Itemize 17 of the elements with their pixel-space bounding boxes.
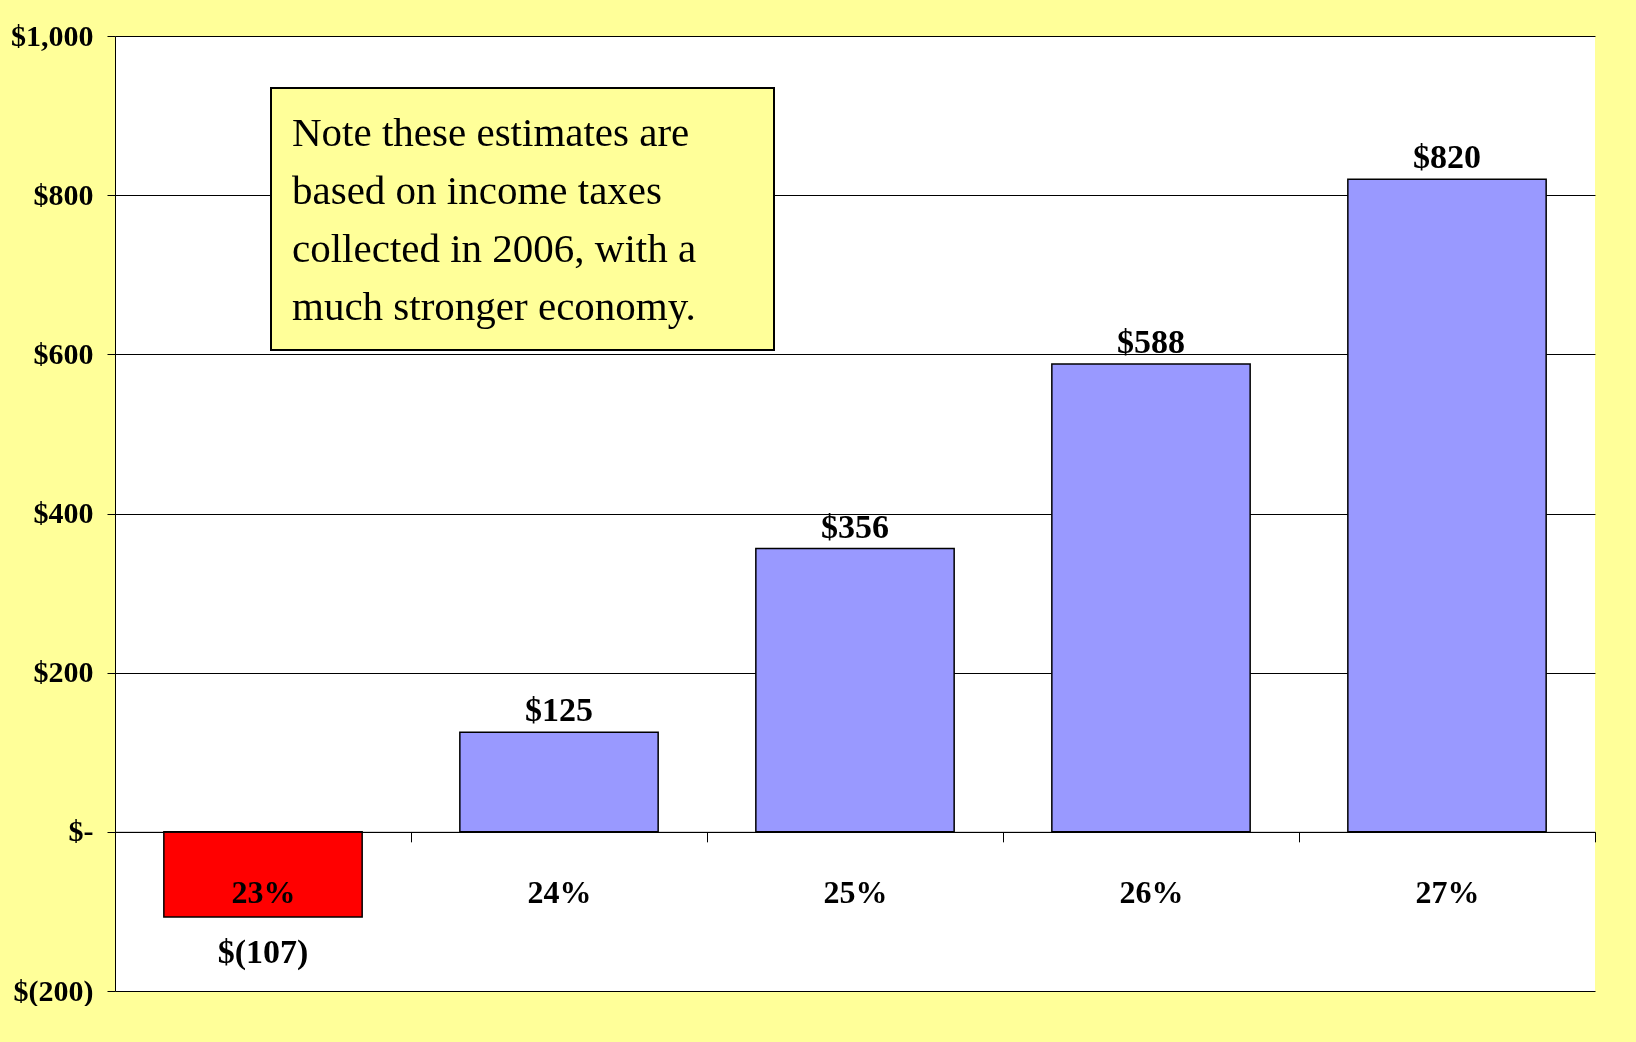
data-label: $820 bbox=[1413, 138, 1481, 176]
x-tick-label: 26% bbox=[1119, 874, 1184, 911]
x-tick-label: 23% bbox=[231, 874, 296, 911]
x-tick-label: 24% bbox=[527, 874, 592, 911]
data-label: $125 bbox=[525, 691, 593, 729]
x-tick-label: 25% bbox=[823, 874, 888, 911]
data-label: $(107) bbox=[217, 932, 309, 971]
y-tick-label: $800 bbox=[33, 177, 94, 211]
y-tick-label: $400 bbox=[33, 496, 94, 529]
y-tick-label: $600 bbox=[33, 336, 94, 370]
data-label: $356 bbox=[821, 507, 889, 545]
y-tick-label: $- bbox=[68, 814, 94, 848]
annotation: Note these estimates are based on income taxes collected in 2006, with a much stronger economy. bbox=[292, 108, 698, 331]
y-tick-label: $1,000 bbox=[11, 18, 94, 52]
data-label: $588 bbox=[1117, 322, 1185, 360]
x-tick-label: 27% bbox=[1415, 874, 1480, 911]
y-tick-label: $200 bbox=[33, 655, 94, 689]
